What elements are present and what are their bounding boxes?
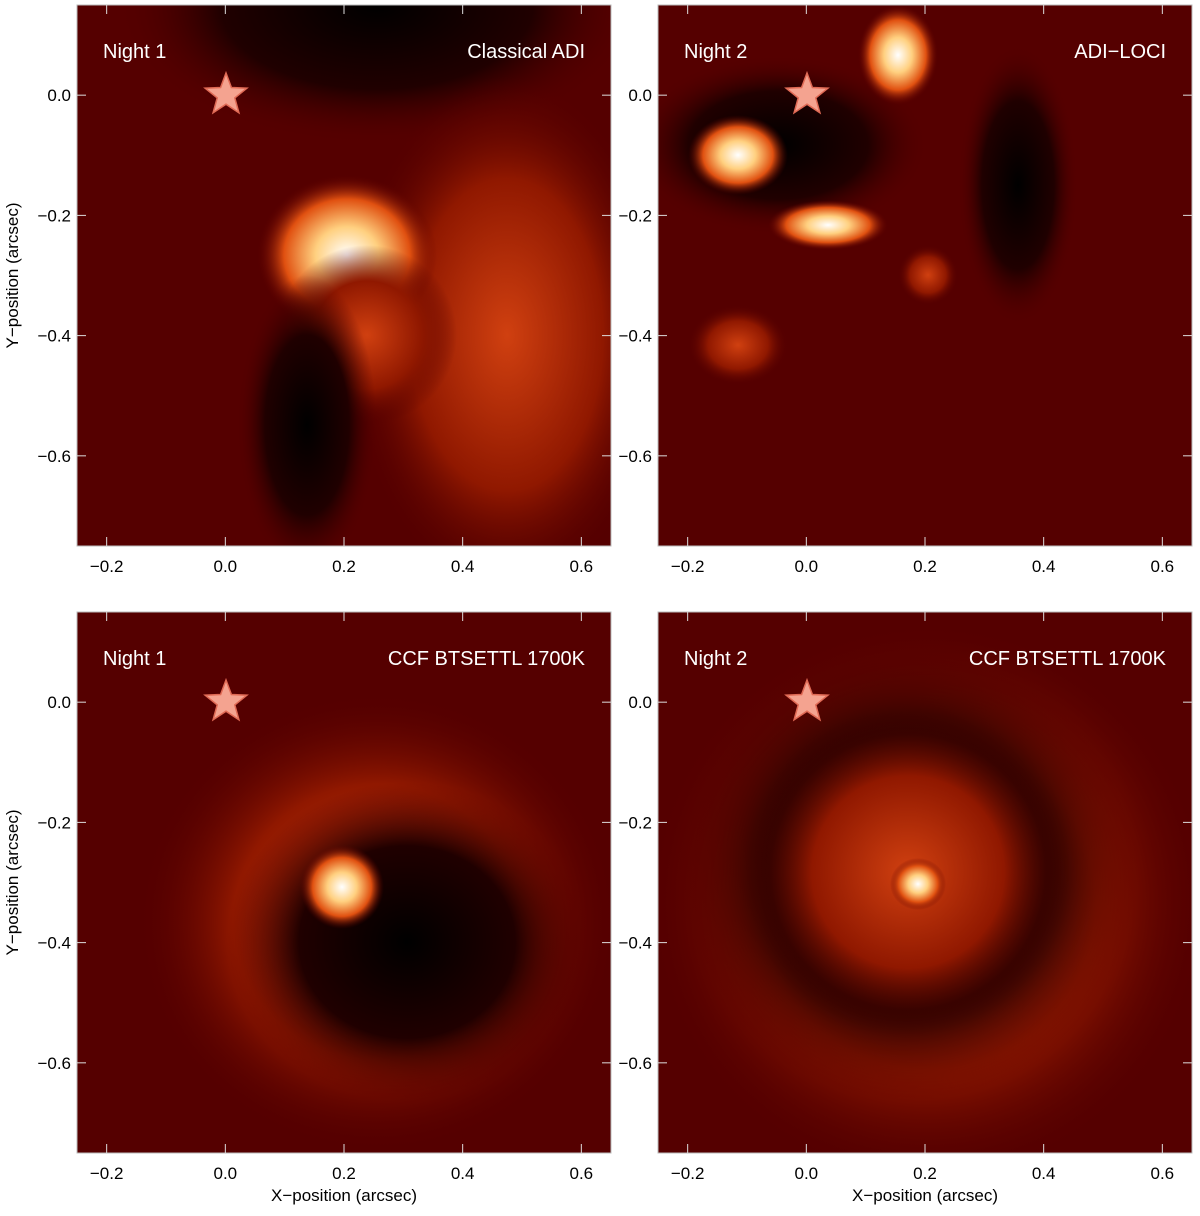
star-marker xyxy=(784,70,830,115)
panel-label: Night 2 xyxy=(684,41,747,63)
x-axis-title: X−position (arcsec) xyxy=(852,1186,998,1205)
x-tick-label: 0.2 xyxy=(332,557,356,576)
y-tick-label: −0.6 xyxy=(618,1054,652,1073)
image-content xyxy=(658,5,1078,385)
y-tick-label: −0.4 xyxy=(37,934,71,953)
y-tick-label: −0.2 xyxy=(37,206,71,225)
x-tick-label: 0.4 xyxy=(451,1164,475,1183)
x-tick-label: 0.6 xyxy=(570,1164,594,1183)
image-feature xyxy=(858,5,938,105)
panel-label: CCF BTSETTL 1700K xyxy=(969,648,1167,670)
x-tick-label: −0.2 xyxy=(671,557,705,576)
y-tick-label: −0.4 xyxy=(618,934,652,953)
image-feature xyxy=(347,75,611,546)
y-tick-label: −0.4 xyxy=(618,327,652,346)
panel: −0.2 0.0 0.2 0.4 0.6 0.0 −0.2 −0.4 −0.6 Night 1 Cl… xyxy=(3,4,612,576)
x-tick-label: 0.4 xyxy=(1032,1164,1056,1183)
x-tick-label: 0.2 xyxy=(913,557,937,576)
panel-label: Classical ADI xyxy=(467,41,585,63)
x-tick-label: 0.2 xyxy=(913,1164,937,1183)
x-tick-label: 0.4 xyxy=(451,557,475,576)
image-feature xyxy=(688,305,788,385)
y-tick-label: −0.2 xyxy=(618,206,652,225)
panel-label: Night 1 xyxy=(103,648,166,670)
image-content xyxy=(137,692,611,1152)
image-feature xyxy=(890,858,946,910)
x-tick-label: 0.0 xyxy=(214,1164,238,1183)
x-tick-label: 0.0 xyxy=(214,557,238,576)
panel: −0.2 0.0 0.2 0.4 0.6 0.0 −0.2 −0.4 −0.6 Night 1 CC… xyxy=(3,611,612,1205)
panel-label: CCF BTSETTL 1700K xyxy=(388,648,586,670)
y-tick-label: 0.0 xyxy=(47,693,71,712)
x-tick-label: 0.6 xyxy=(1151,557,1175,576)
image-feature xyxy=(227,782,587,1102)
y-tick-label: 0.0 xyxy=(628,693,652,712)
y-tick-label: 0.0 xyxy=(628,86,652,105)
star-marker xyxy=(203,677,249,722)
x-tick-label: 0.4 xyxy=(1032,557,1056,576)
y-tick-label: 0.0 xyxy=(47,86,71,105)
x-tick-label: −0.2 xyxy=(671,1164,705,1183)
image-content xyxy=(658,622,1192,1153)
image-feature xyxy=(898,245,958,305)
y-tick-label: −0.6 xyxy=(37,1054,71,1073)
star-marker xyxy=(203,70,249,115)
image-feature xyxy=(237,275,377,546)
x-tick-label: −0.2 xyxy=(90,1164,124,1183)
x-tick-label: −0.2 xyxy=(90,557,124,576)
x-tick-label: 0.0 xyxy=(795,1164,819,1183)
y-tick-label: −0.2 xyxy=(618,813,652,832)
panel-label: Night 1 xyxy=(103,41,166,63)
panel-label: ADI−LOCI xyxy=(1074,41,1166,63)
image-content xyxy=(117,5,611,546)
y-tick-label: −0.2 xyxy=(37,813,71,832)
x-tick-label: 0.6 xyxy=(1151,1164,1175,1183)
star-marker xyxy=(784,677,830,722)
y-tick-label: −0.6 xyxy=(37,447,71,466)
y-axis-title: Y−position (arcsec) xyxy=(3,810,22,956)
x-tick-label: 0.6 xyxy=(570,557,594,576)
x-axis-title: X−position (arcsec) xyxy=(271,1186,417,1205)
image-feature xyxy=(768,200,888,250)
x-tick-label: 0.2 xyxy=(332,1164,356,1183)
y-tick-label: −0.6 xyxy=(618,447,652,466)
x-tick-label: 0.0 xyxy=(795,557,819,576)
y-axis-title: Y−position (arcsec) xyxy=(3,203,22,349)
y-tick-label: −0.4 xyxy=(37,327,71,346)
image-feature xyxy=(300,845,384,929)
image-feature xyxy=(688,115,788,195)
panel: −0.2 0.0 0.2 0.4 0.6 0.0 −0.2 −0.4 −0.6 Night 2 AD… xyxy=(618,4,1193,576)
panel-label: Night 2 xyxy=(684,648,747,670)
image-feature xyxy=(958,45,1078,325)
panel: −0.2 0.0 0.2 0.4 0.6 0.0 −0.2 −0.4 −0.6 Night 2 CC… xyxy=(618,611,1193,1205)
